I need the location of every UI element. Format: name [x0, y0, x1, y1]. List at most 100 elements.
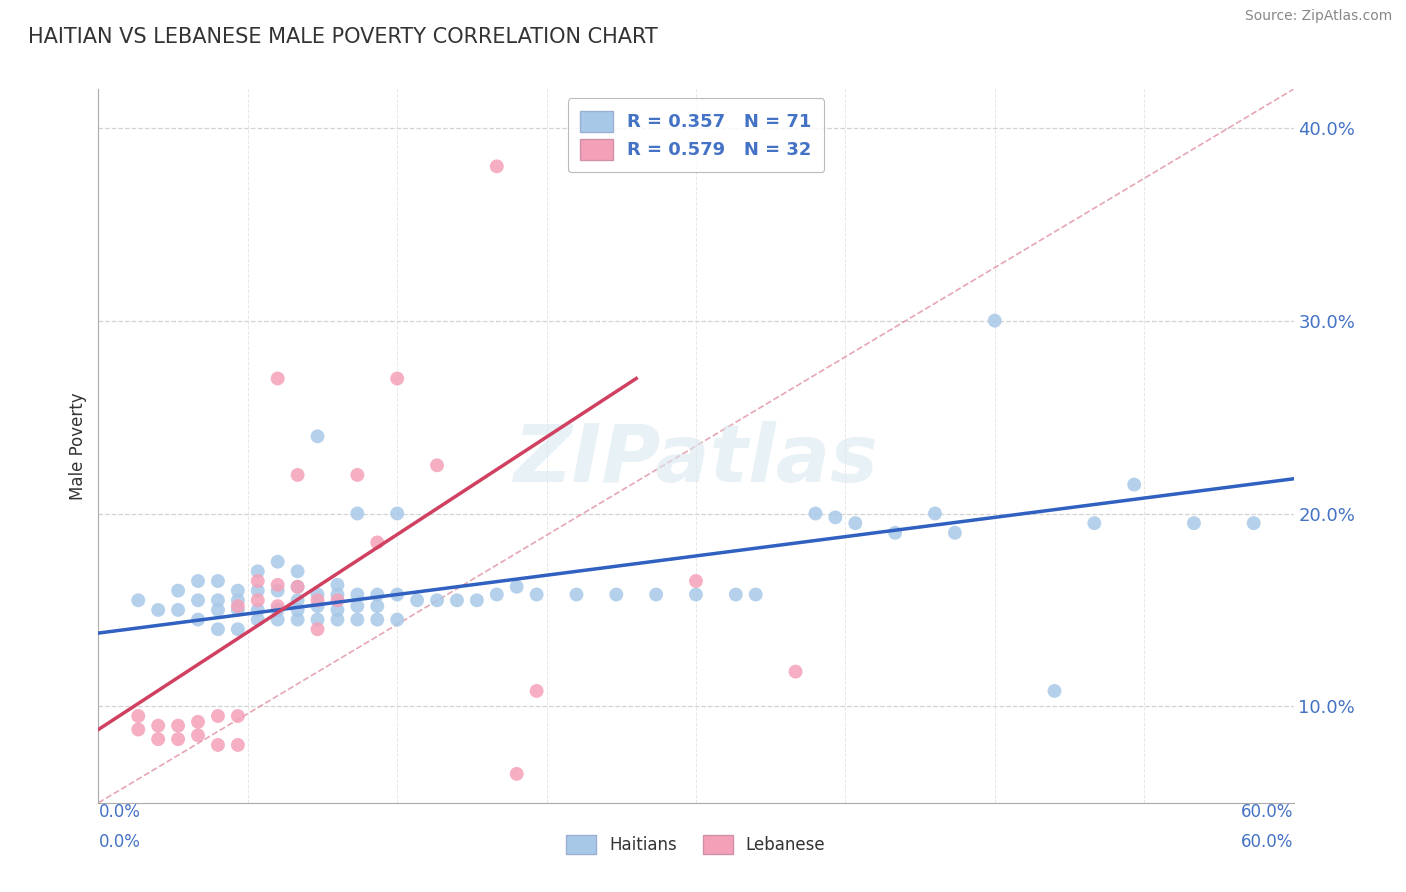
Text: 60.0%: 60.0% [1241, 833, 1294, 851]
Point [246, 583, 269, 598]
Point [167, 719, 190, 733]
Point [307, 613, 329, 627]
Text: 60.0%: 60.0% [1241, 803, 1294, 821]
Point [506, 580, 529, 594]
Point [1243, 516, 1265, 530]
Point [326, 578, 349, 592]
Point [187, 728, 209, 742]
Point [267, 578, 290, 592]
Point [346, 613, 368, 627]
Point [267, 583, 290, 598]
Point [287, 613, 309, 627]
Point [346, 467, 368, 482]
Point [148, 732, 170, 747]
Point [1182, 516, 1205, 530]
Point [745, 587, 768, 601]
Point [307, 622, 329, 636]
Point [645, 587, 668, 601]
Point [207, 574, 229, 588]
Point [246, 593, 269, 607]
Point [485, 587, 508, 601]
Point [1043, 684, 1066, 698]
Point [983, 313, 1005, 327]
Point [287, 593, 309, 607]
Point [148, 603, 170, 617]
Text: 0.0%: 0.0% [98, 833, 141, 851]
Point [307, 587, 329, 601]
Point [824, 510, 846, 524]
Point [287, 565, 309, 579]
Point [246, 574, 269, 588]
Point [366, 599, 388, 613]
Point [267, 371, 290, 385]
Point [804, 507, 827, 521]
Point [226, 583, 249, 598]
Point [1123, 477, 1146, 491]
Point [465, 593, 488, 607]
Point [526, 684, 548, 698]
Point [167, 732, 190, 747]
Point [187, 574, 209, 588]
Point [226, 603, 249, 617]
Point [187, 613, 209, 627]
Point [346, 599, 368, 613]
Point [844, 516, 866, 530]
Point [526, 587, 548, 601]
Point [246, 613, 269, 627]
Point [924, 507, 946, 521]
Point [385, 587, 409, 601]
Point [406, 593, 429, 607]
Point [226, 709, 249, 723]
Point [446, 593, 468, 607]
Point [187, 714, 209, 729]
Point [785, 665, 807, 679]
Point [207, 622, 229, 636]
Point [506, 767, 529, 781]
Point [127, 593, 149, 607]
Point [246, 603, 269, 617]
Point [307, 429, 329, 443]
Point [167, 583, 190, 598]
Point [267, 555, 290, 569]
Point [426, 593, 449, 607]
Text: 0.0%: 0.0% [98, 803, 141, 821]
Point [1083, 516, 1105, 530]
Point [226, 622, 249, 636]
Text: Source: ZipAtlas.com: Source: ZipAtlas.com [1244, 9, 1392, 23]
Point [326, 603, 349, 617]
Point [187, 593, 209, 607]
Point [207, 738, 229, 752]
Point [346, 587, 368, 601]
Point [426, 458, 449, 473]
Text: HAITIAN VS LEBANESE MALE POVERTY CORRELATION CHART: HAITIAN VS LEBANESE MALE POVERTY CORRELA… [28, 27, 658, 46]
Point [226, 593, 249, 607]
Point [267, 599, 290, 613]
Point [226, 599, 249, 613]
Point [884, 525, 907, 540]
Point [366, 587, 388, 601]
Point [366, 613, 388, 627]
Point [307, 599, 329, 613]
Point [207, 593, 229, 607]
Point [287, 580, 309, 594]
Point [485, 159, 508, 173]
Point [346, 507, 368, 521]
Point [385, 613, 409, 627]
Point [385, 371, 409, 385]
Point [127, 723, 149, 737]
Point [366, 535, 388, 549]
Point [605, 587, 627, 601]
Point [943, 525, 966, 540]
Point [565, 587, 588, 601]
Point [685, 574, 707, 588]
Point [326, 593, 349, 607]
Point [226, 738, 249, 752]
Point [724, 587, 747, 601]
Point [287, 580, 309, 594]
Text: ZIPatlas: ZIPatlas [513, 421, 879, 500]
Point [287, 467, 309, 482]
Point [385, 507, 409, 521]
Point [267, 613, 290, 627]
Point [326, 587, 349, 601]
Point [207, 603, 229, 617]
